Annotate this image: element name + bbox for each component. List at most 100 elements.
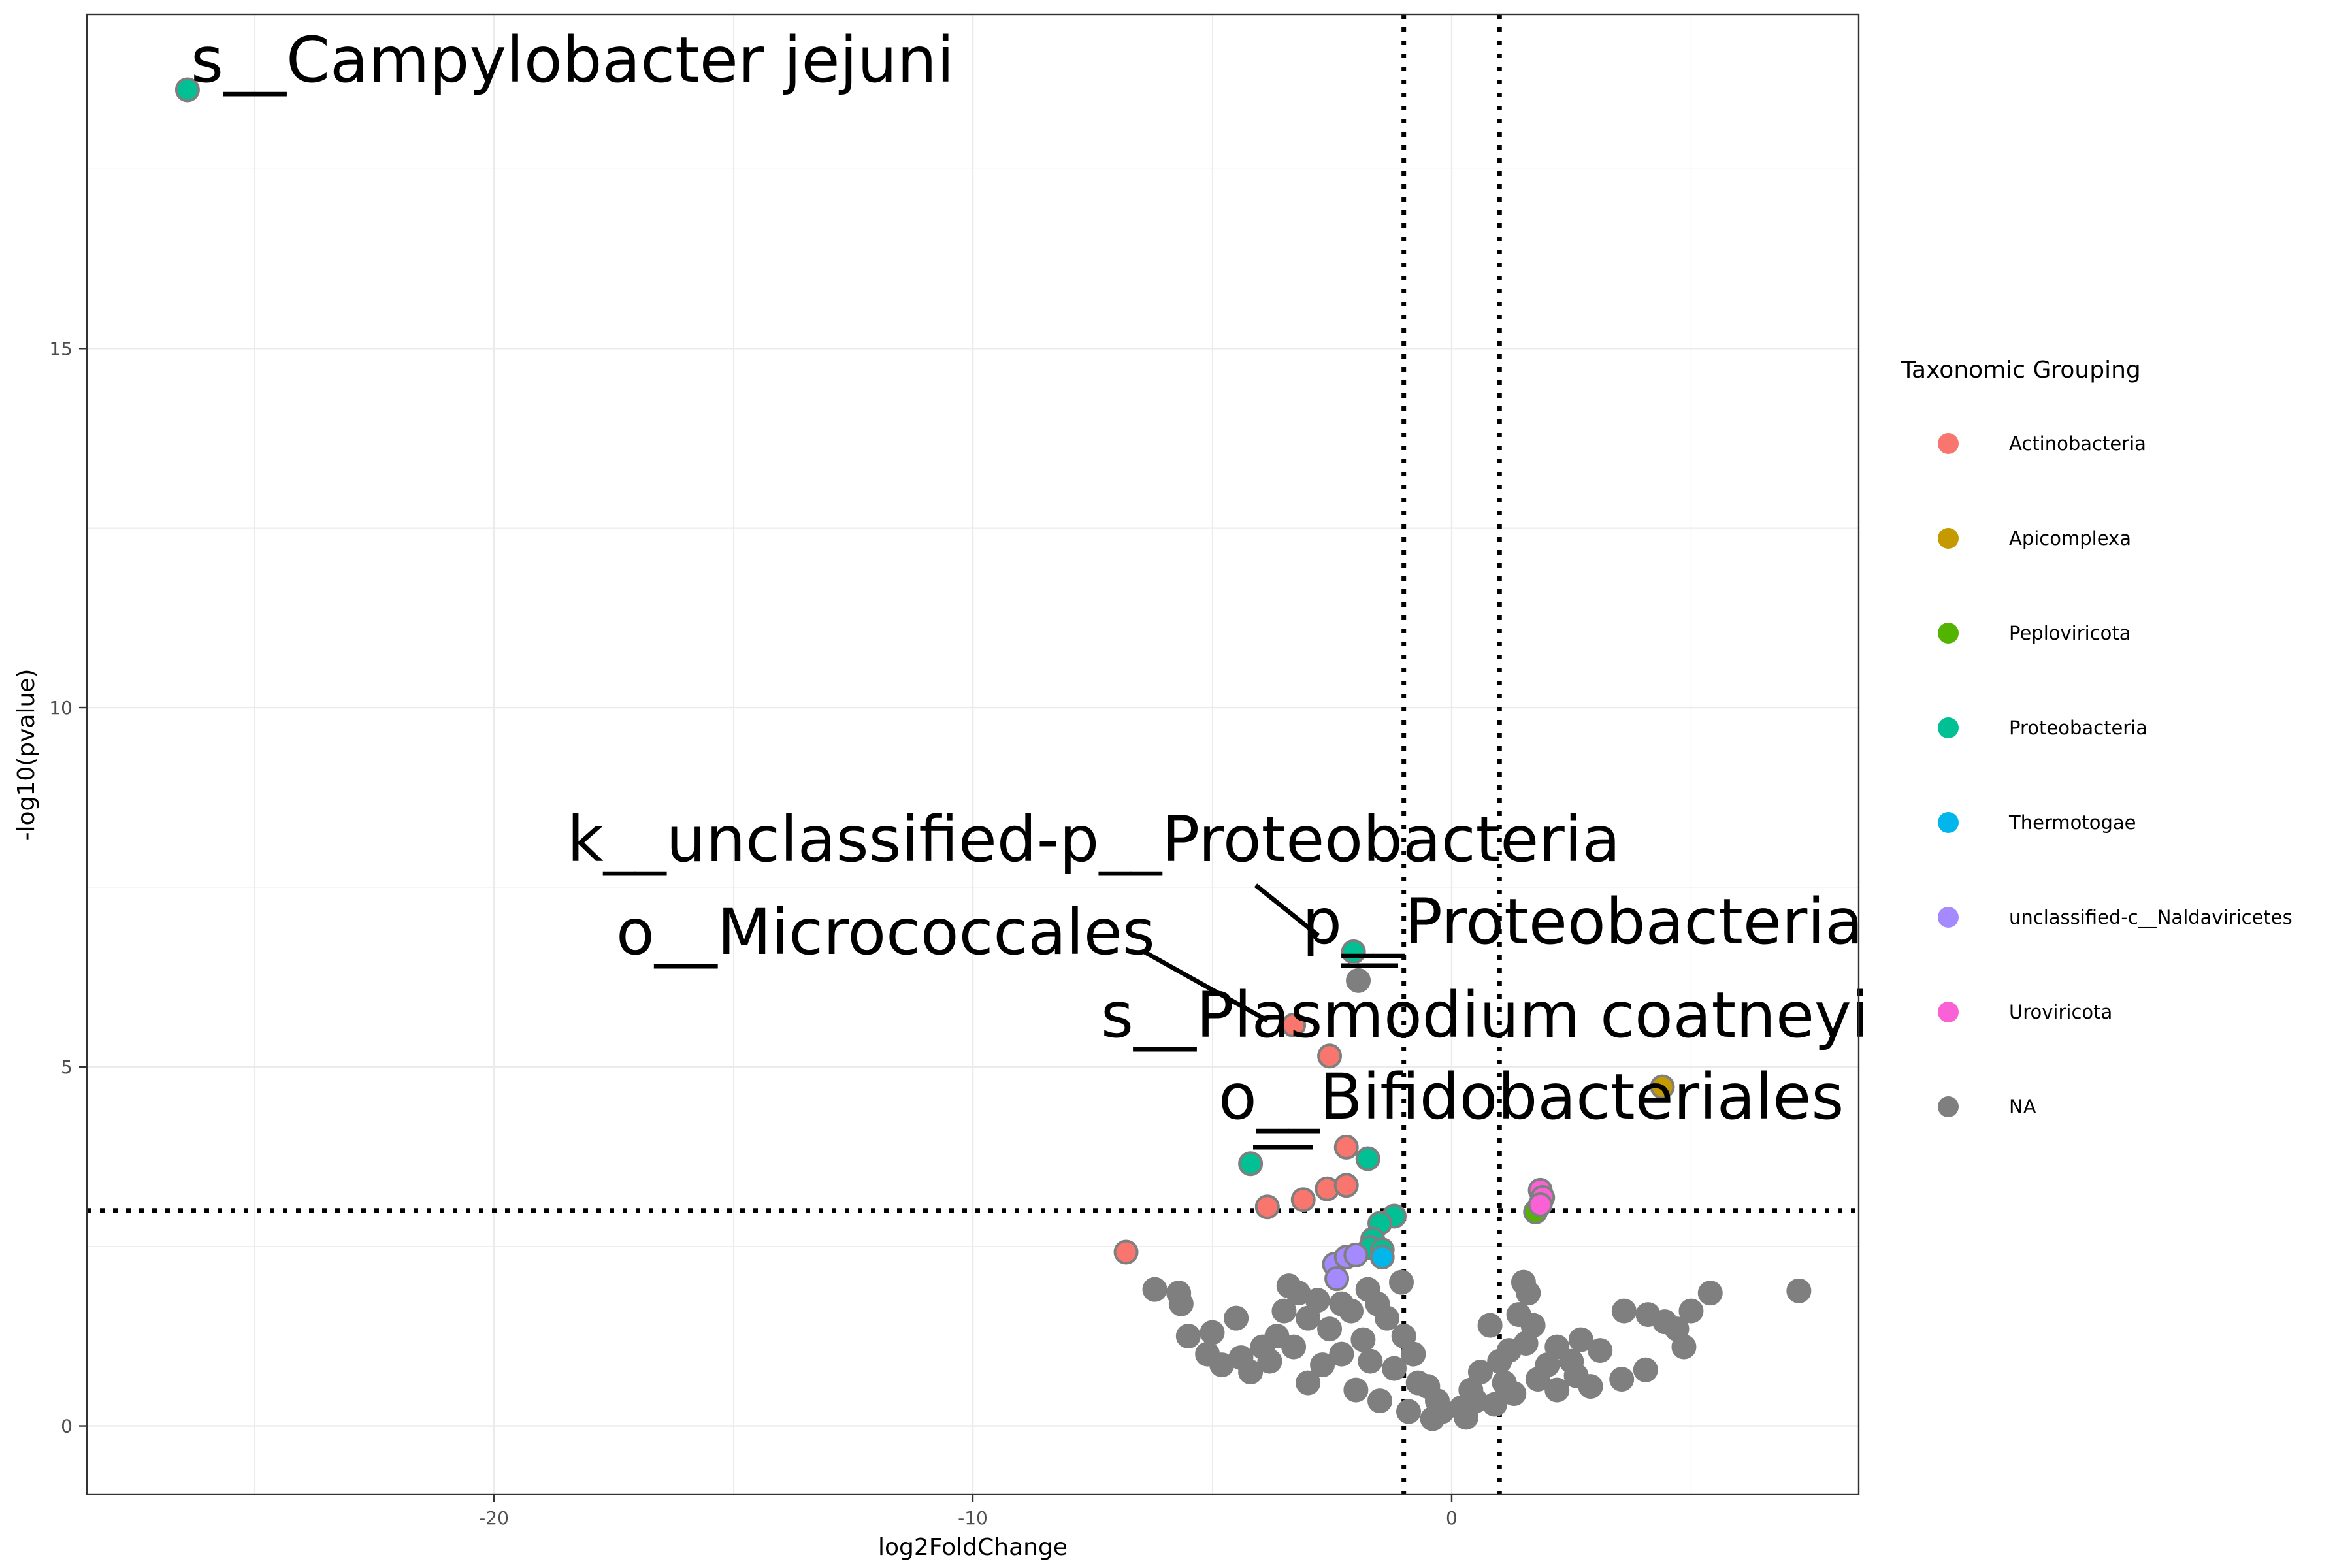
data-point <box>1238 1151 1264 1177</box>
legend-entry: Apicomplexa <box>1938 527 2131 549</box>
legend-entries: Actinobacteria Apicomplexa Peploviricota Pr… <box>1938 433 2293 1118</box>
series-thermotogae <box>1369 1245 1395 1270</box>
label-leader-lines <box>1141 883 1398 1150</box>
y-axis-ticks: 0 5 10 15 <box>49 338 87 1437</box>
data-point <box>1568 1327 1593 1352</box>
x-tick-label: -20 <box>479 1507 509 1529</box>
data-point <box>1333 1173 1359 1198</box>
data-point <box>1588 1338 1613 1364</box>
data-point <box>1254 1194 1280 1220</box>
legend-key <box>1938 812 1959 833</box>
data-point <box>1463 1388 1488 1414</box>
data-point <box>1563 1363 1589 1388</box>
y-tick-label: 5 <box>61 1056 73 1078</box>
legend-key <box>1938 623 1959 644</box>
legend-key <box>1938 433 1959 454</box>
legend: Taxonomic Grouping Actinobacteria Apicomp… <box>1901 357 2293 1118</box>
label-leader-line <box>1254 883 1320 938</box>
data-point <box>1317 1316 1343 1342</box>
series-unclassified-c-naldaviricetes <box>1322 1242 1369 1292</box>
point-label: s__Campylobacter jejuni <box>191 24 955 97</box>
data-point <box>1355 1146 1380 1171</box>
data-point <box>1697 1281 1723 1306</box>
threshold-lines <box>87 14 1859 1494</box>
legend-entry: Actinobacteria <box>1938 433 2146 455</box>
legend-label: Uroviricota <box>2009 1001 2112 1023</box>
legend-key <box>1938 528 1959 549</box>
legend-entry: Thermotogae <box>1938 811 2136 834</box>
point-labels: s__Campylobacter jejuni k__unclassified-p… <box>191 24 1869 1134</box>
data-point <box>1343 1377 1369 1403</box>
label-leader-line <box>1141 948 1269 1023</box>
legend-label: Proteobacteria <box>2009 717 2148 739</box>
data-point <box>1329 1291 1354 1316</box>
data-point <box>1281 1334 1307 1360</box>
y-tick-label: 0 <box>61 1416 73 1437</box>
data-point <box>1346 968 1371 993</box>
legend-label: NA <box>2009 1096 2036 1118</box>
data-point <box>1369 1245 1395 1270</box>
legend-label: Peploviricota <box>2009 622 2131 644</box>
data-point <box>1175 1324 1201 1349</box>
data-point <box>1367 1388 1393 1414</box>
data-point <box>1650 1074 1675 1100</box>
series-na <box>1142 968 1812 1431</box>
data-point <box>1333 1134 1359 1160</box>
data-point <box>1329 1341 1354 1367</box>
data-point <box>1296 1370 1321 1396</box>
data-point <box>1290 1187 1316 1213</box>
data-point <box>1324 1266 1350 1292</box>
data-point <box>1271 1298 1297 1324</box>
data-point <box>1113 1239 1139 1265</box>
legend-key <box>1938 907 1959 928</box>
data-point <box>1609 1367 1635 1392</box>
x-tick-label: -10 <box>958 1507 988 1529</box>
legend-entry: unclassified-c__Naldaviricetes <box>1938 906 2293 928</box>
data-point <box>1358 1348 1383 1374</box>
x-axis-title: log2FoldChange <box>878 1534 1068 1561</box>
data-point <box>1341 939 1366 964</box>
series-uroviricota <box>1527 1177 1556 1217</box>
legend-title: Taxonomic Grouping <box>1901 357 2141 384</box>
data-point <box>1310 1352 1335 1378</box>
point-label: k__unclassified-p__Proteobacteria <box>567 803 1620 876</box>
data-point <box>1611 1298 1637 1324</box>
legend-key <box>1938 1002 1959 1022</box>
data-point <box>1281 1013 1307 1038</box>
data-point <box>1343 1242 1369 1267</box>
legend-entry: Peploviricota <box>1938 622 2131 644</box>
data-point <box>1424 1388 1450 1414</box>
data-point <box>1209 1352 1235 1378</box>
legend-label: unclassified-c__Naldaviricetes <box>2009 906 2293 928</box>
y-axis-title: -log10(pvalue) <box>13 669 40 841</box>
point-label: p__Proteobacteria <box>1302 885 1863 958</box>
data-point <box>1671 1334 1697 1360</box>
y-tick-label: 10 <box>49 697 73 719</box>
data-point <box>1477 1313 1503 1338</box>
data-point <box>1382 1356 1407 1381</box>
data-point <box>1238 1360 1264 1385</box>
data-point <box>1257 1348 1282 1374</box>
data-point <box>1405 1370 1431 1396</box>
data-point <box>1516 1281 1541 1306</box>
x-tick-label: 0 <box>1446 1507 1458 1529</box>
data-point <box>1350 1327 1376 1352</box>
x-axis-ticks: -20 -10 0 <box>479 1494 1458 1529</box>
data-point <box>1525 1367 1550 1392</box>
series-apicomplexa <box>1650 1074 1675 1100</box>
data-point <box>1544 1377 1570 1403</box>
data-point <box>1678 1298 1704 1324</box>
data-point <box>1224 1305 1249 1331</box>
data-point <box>1166 1281 1192 1306</box>
point-label: o__Bifidobacteriales <box>1218 1060 1844 1134</box>
data-point <box>1317 1043 1343 1069</box>
data-point <box>1391 1324 1416 1349</box>
point-label: o__Micrococcales <box>616 896 1155 969</box>
data-point <box>1396 1399 1422 1424</box>
grid-lines <box>87 14 1859 1494</box>
data-points <box>174 77 1812 1431</box>
data-point <box>1389 1269 1414 1295</box>
legend-label: Actinobacteria <box>2009 433 2146 455</box>
legend-entry: Proteobacteria <box>1938 717 2148 739</box>
